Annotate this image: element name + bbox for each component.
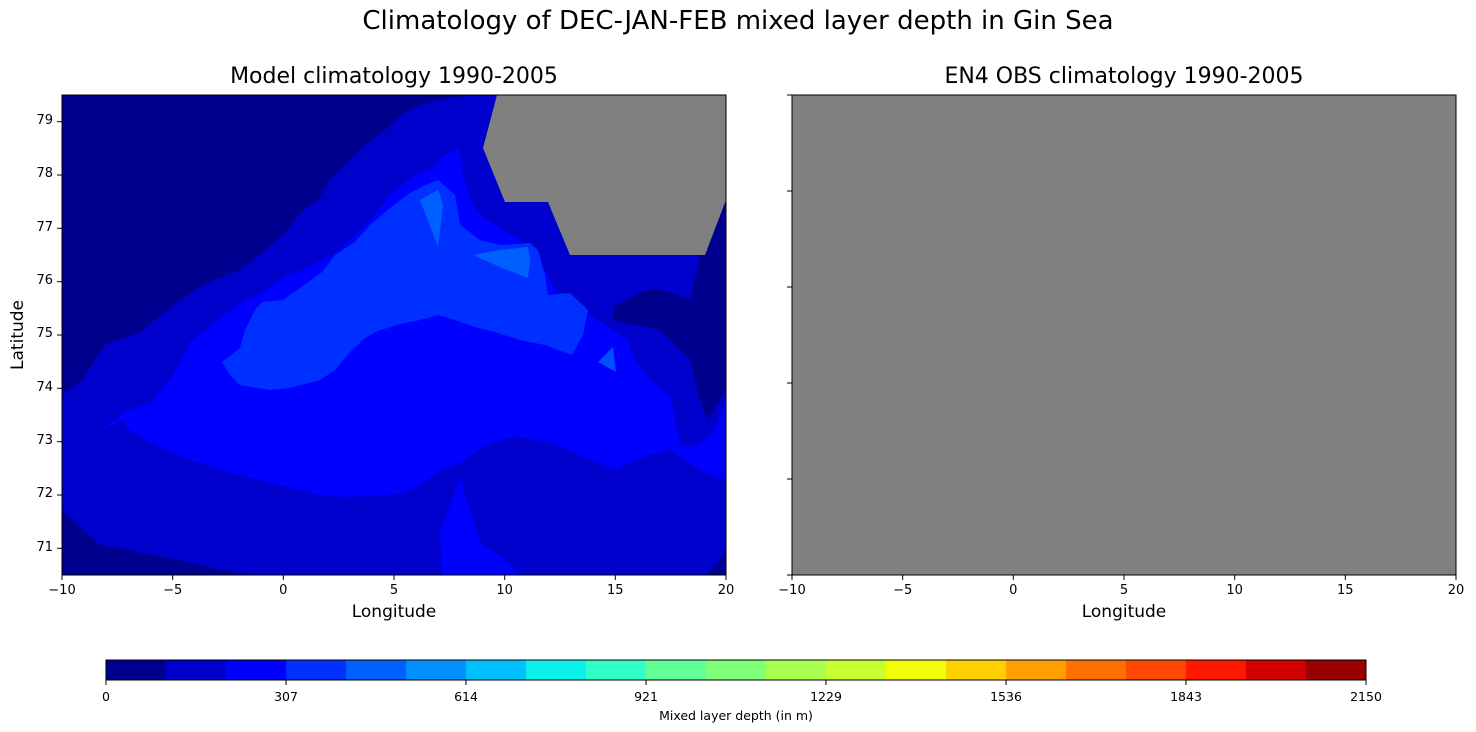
left-ytick: 72: [36, 486, 53, 501]
left-xtick: 20: [717, 583, 735, 598]
colorbar-segment: [346, 660, 407, 680]
left-xtick: 0: [279, 583, 288, 598]
colorbar-segment: [1246, 660, 1307, 680]
left-ylabel: Latitude: [8, 300, 28, 370]
colorbar-tick: 1229: [810, 689, 842, 704]
colorbar-segment: [1126, 660, 1187, 680]
colorbar-segment: [1186, 660, 1247, 680]
colorbar-segment: [1066, 660, 1127, 680]
colorbar-segment: [166, 660, 227, 680]
right-xtick: −5: [893, 583, 913, 598]
colorbar-segment: [886, 660, 947, 680]
colorbar-segment: [1006, 660, 1067, 680]
left-xtick: 5: [389, 583, 399, 598]
colorbar: [106, 660, 1367, 680]
colorbar-segment: [226, 660, 287, 680]
right-panel-title: EN4 OBS climatology 1990-2005: [944, 64, 1304, 89]
right-xtick: 20: [1447, 583, 1465, 598]
left-ytick: 73: [36, 433, 53, 448]
colorbar-tick: 614: [454, 689, 478, 704]
colorbar-tick: 2150: [1350, 689, 1382, 704]
colorbar-tick: 1843: [1170, 689, 1202, 704]
right-xtick: 5: [1119, 583, 1129, 598]
right-xtick: 0: [1009, 583, 1018, 598]
model-contour-map: [62, 95, 726, 575]
colorbar-segment: [526, 660, 587, 680]
colorbar-tick: 921: [634, 689, 658, 704]
colorbar-segment: [1306, 660, 1367, 680]
left-ytick: 78: [36, 166, 53, 181]
colorbar-segment: [106, 660, 167, 680]
colorbar-segment: [286, 660, 347, 680]
colorbar-label: Mixed layer depth (in m): [659, 708, 813, 723]
left-xtick: −5: [163, 583, 183, 598]
left-xtick: −10: [48, 583, 76, 598]
left-xtick: 10: [496, 583, 513, 598]
colorbar-segment: [406, 660, 467, 680]
left-ytick: 76: [36, 273, 53, 288]
left-ytick: 71: [36, 540, 53, 555]
right-xtick: 15: [1337, 583, 1354, 598]
left-ytick: 77: [36, 220, 53, 235]
colorbar-segment: [586, 660, 647, 680]
left-xtick: 15: [607, 583, 624, 598]
left-panel-title: Model climatology 1990-2005: [230, 64, 558, 89]
figure-suptitle: Climatology of DEC-JAN-FEB mixed layer d…: [362, 6, 1114, 36]
colorbar-segment: [466, 660, 527, 680]
obs-map-masked: [792, 95, 1456, 575]
right-xtick: 10: [1226, 583, 1243, 598]
right-xlabel: Longitude: [1081, 602, 1167, 622]
colorbar-segment: [826, 660, 887, 680]
colorbar-tick: 307: [274, 689, 298, 704]
right-xtick: −10: [778, 583, 806, 598]
colorbar-segment: [946, 660, 1007, 680]
left-ytick: 79: [36, 113, 53, 128]
colorbar-tick: 0: [102, 689, 110, 704]
left-ytick: 74: [36, 380, 53, 395]
colorbar-segment: [646, 660, 707, 680]
left-ytick: 75: [36, 326, 53, 341]
colorbar-segment: [706, 660, 767, 680]
left-xlabel: Longitude: [351, 602, 437, 622]
colorbar-segment: [766, 660, 827, 680]
colorbar-tick: 1536: [990, 689, 1022, 704]
